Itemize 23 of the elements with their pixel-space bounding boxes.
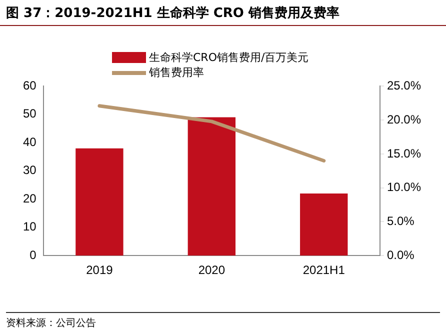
x-tick-label: 2019 [86,263,114,278]
y-tick-label: 10 [22,220,37,234]
x-tick-label: 2021H1 [302,263,346,278]
y2-tick-label: 15.0% [386,146,422,160]
y2-tick-label: 25.0% [386,78,422,93]
legend-label: 生命科学CRO销售费用/百万美元 [149,50,309,65]
y2-tick-label: 5.0% [386,214,415,228]
chart-title: 图 37：2019-2021H1 生命科学 CRO 销售费用及费率 [0,0,446,26]
bar [188,117,236,256]
y2-tick-label: 20.0% [386,112,422,126]
bar [76,148,124,256]
y2-tick-label: 10.0% [386,180,422,194]
x-tick-label: 2020 [198,263,226,278]
y2-tick-label: 0.0% [386,248,415,262]
bar [300,193,348,256]
text: 资料来源：公司公告 [6,312,440,330]
y-tick-label: 40 [22,134,37,149]
y-tick-label: 60 [22,78,37,93]
y-tick-label: 20 [22,191,37,206]
legend-label: 销售费用率 [149,65,204,80]
y-tick-label: 30 [22,163,37,178]
y-tick-label: 50 [22,106,37,121]
y-tick-label: 0 [30,248,37,262]
